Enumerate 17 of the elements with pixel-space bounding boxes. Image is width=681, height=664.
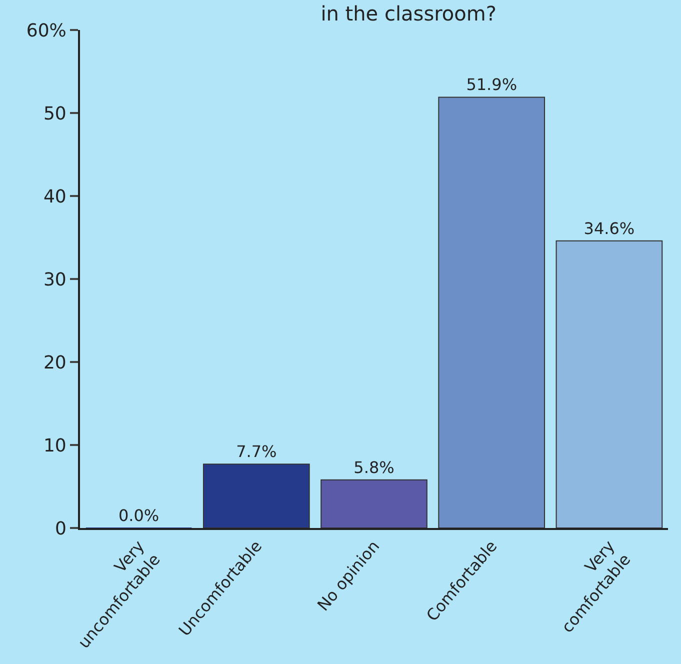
y-tick-label: 30	[43, 269, 66, 290]
data-label: 5.8%	[354, 458, 394, 477]
y-tick-label: 60%	[26, 20, 66, 42]
y-tick-label: 0	[54, 518, 66, 540]
y-tick-label: 10	[43, 435, 66, 456]
data-label: 34.6%	[584, 218, 635, 238]
bar	[320, 479, 428, 528]
y-tick-label: 50	[43, 103, 66, 124]
y-tick-label: 40	[43, 186, 66, 208]
data-label: 51.9%	[466, 75, 518, 94]
data-label: 0.0%	[118, 506, 160, 525]
bar	[556, 240, 663, 528]
data-label: 7.7%	[236, 442, 277, 462]
bar	[438, 96, 546, 528]
y-tick-label: 20	[43, 352, 66, 374]
bar	[202, 464, 310, 528]
chart-title: in the classroom?	[320, 2, 496, 26]
